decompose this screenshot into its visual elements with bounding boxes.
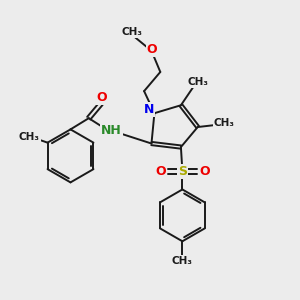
- Text: CH₃: CH₃: [121, 27, 142, 37]
- Text: S: S: [178, 165, 187, 178]
- Text: CH₃: CH₃: [214, 118, 235, 128]
- Text: CH₃: CH₃: [19, 132, 40, 142]
- Text: CH₃: CH₃: [187, 77, 208, 87]
- Text: CH₃: CH₃: [172, 256, 193, 266]
- Text: O: O: [147, 43, 158, 56]
- Text: N: N: [144, 103, 154, 116]
- Text: O: O: [96, 91, 107, 104]
- Text: O: O: [155, 165, 166, 178]
- Text: NH: NH: [101, 124, 122, 137]
- Text: O: O: [199, 165, 210, 178]
